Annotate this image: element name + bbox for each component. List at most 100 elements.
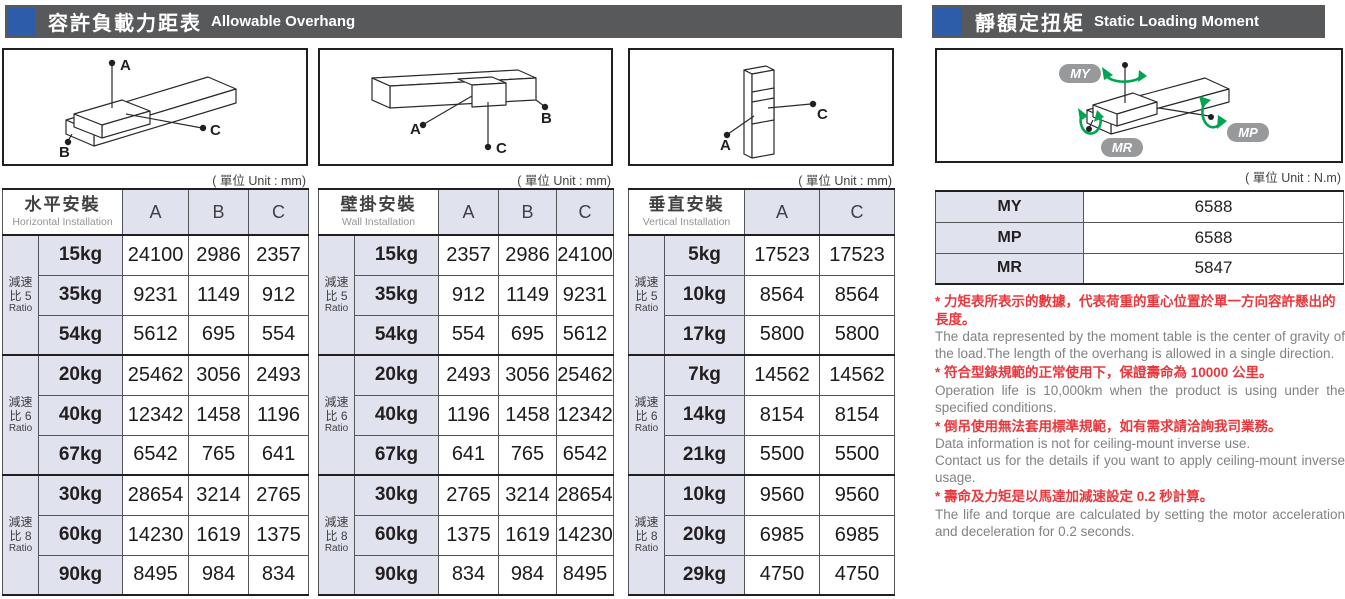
value-cell: 24100 — [556, 234, 614, 276]
value-cell: 6542 — [556, 434, 614, 476]
ratio-cell: 減速比 6 Ratio — [2, 354, 39, 476]
moment-isometric-drawing: MY MP MR — [1059, 62, 1269, 157]
value-cell: 984 — [498, 554, 557, 596]
value-cell: 5800 — [744, 314, 820, 356]
note-zh: * 力矩表所表示的數據，代表荷重的重心位置於單一方向容許懸出的長度。 — [935, 294, 1336, 327]
note-en: The data represented by the moment table… — [935, 329, 1345, 362]
value-cell: 5612 — [122, 314, 190, 356]
value-cell: 17523 — [819, 234, 895, 276]
header-accent-square — [7, 7, 35, 36]
value-cell: 1196 — [248, 394, 310, 436]
value-cell: 8495 — [556, 554, 614, 596]
overhang-table-vertical: 垂直安裝 Vertical Installation A C 減速比 5 Ratio 5kg… — [628, 188, 895, 596]
note-zh: * 倒吊使用無法套用標準規範，如有需求請洽詢我司業務。 — [935, 418, 1282, 434]
rotation-arrowhead-icon — [1078, 67, 1227, 129]
value-cell: 24100 — [122, 234, 190, 276]
value-cell: 9231 — [556, 274, 614, 316]
notes: * 力矩表所表示的數據，代表荷重的重心位置於單一方向容許懸出的長度。 The da… — [935, 291, 1345, 540]
value-cell: 1149 — [498, 274, 557, 316]
load-cell: 10kg — [664, 474, 745, 516]
value-cell: 912 — [438, 274, 499, 316]
value-cell: 2357 — [248, 234, 310, 276]
column-header-c: C — [819, 188, 895, 236]
left-title-en: Allowable Overhang — [211, 13, 356, 30]
load-cell: 54kg — [37, 314, 124, 356]
ratio-cell: 減速比 6 Ratio — [318, 354, 355, 476]
value-cell: 3056 — [188, 354, 250, 396]
overhang-table-wall: 壁掛安裝 Wall Installation A B C 減速比 5 Ratio 15kg 23… — [318, 188, 614, 596]
mr-pill-label: MR — [1112, 140, 1133, 155]
static-loading-moment-header: 靜額定扭矩 Static Loading Moment — [932, 5, 1325, 38]
load-cell: 90kg — [37, 554, 124, 596]
rail-isometric-drawing: A B C — [371, 69, 552, 157]
value-cell: 554 — [248, 314, 310, 356]
value-cell: 1196 — [438, 394, 499, 436]
value-cell: 1619 — [498, 514, 557, 556]
installation-header: 垂直安裝 Vertical Installation — [628, 188, 745, 236]
value-cell: 6985 — [819, 514, 895, 556]
load-cell: 60kg — [354, 514, 439, 556]
value-cell: 765 — [188, 434, 250, 476]
point-b-label: B — [541, 110, 552, 127]
note-zh: * 符合型錄規範的正常使用下，保證壽命為 10000 公里。 — [935, 365, 1273, 381]
value-cell: 641 — [438, 434, 499, 476]
point-a-label: A — [410, 121, 421, 138]
right-title-zh: 靜額定扭矩 — [975, 13, 1085, 35]
load-cell: 35kg — [354, 274, 439, 316]
moment-value: 6588 — [1083, 221, 1344, 254]
rail-isometric-drawing: A C — [720, 65, 828, 159]
installation-name-en: Vertical Installation — [642, 216, 731, 229]
value-cell: 1375 — [438, 514, 499, 556]
mp-pill-label: MP — [1238, 125, 1258, 140]
moment-diagram: MY MP MR — [935, 48, 1343, 163]
load-cell: 17kg — [664, 314, 745, 356]
value-cell: 2493 — [248, 354, 310, 396]
value-cell: 25462 — [122, 354, 190, 396]
load-cell: 20kg — [37, 354, 124, 396]
load-cell: 67kg — [354, 434, 439, 476]
value-cell: 8564 — [819, 274, 895, 316]
note-en: Data information is not for ceiling-moun… — [935, 436, 1251, 452]
point-c-label: C — [496, 140, 507, 157]
value-cell: 5612 — [556, 314, 614, 356]
moment-label: MY — [935, 190, 1084, 223]
load-cell: 7kg — [664, 354, 745, 396]
horizontal-installation-diagram: A B C — [2, 48, 308, 166]
moment-table: MY 6588 MP 6588 MR 5847 — [935, 190, 1344, 285]
value-cell: 695 — [498, 314, 557, 356]
value-cell: 984 — [188, 554, 250, 596]
value-cell: 3214 — [498, 474, 557, 516]
value-cell: 4750 — [744, 554, 820, 596]
value-cell: 5800 — [819, 314, 895, 356]
value-cell: 2493 — [438, 354, 499, 396]
moment-label: MR — [935, 252, 1084, 285]
load-cell: 20kg — [354, 354, 439, 396]
value-cell: 2765 — [438, 474, 499, 516]
point-c-label: C — [210, 122, 221, 139]
value-cell: 5500 — [819, 434, 895, 476]
moment-table-wrap: MY 6588 MP 6588 MR 5847 — [935, 190, 1344, 285]
vertical-installation-diagram: A C — [628, 48, 894, 166]
value-cell: 6542 — [122, 434, 190, 476]
value-cell: 9560 — [819, 474, 895, 516]
note-zh: * 壽命及力矩是以馬達加減速設定 0.2 秒計算。 — [935, 489, 1214, 505]
installation-name-en: Horizontal Installation — [12, 216, 113, 229]
value-cell: 912 — [248, 274, 310, 316]
value-cell: 28654 — [122, 474, 190, 516]
static-moment-group: MY MP MR ( 單位 Unit : N.m) — [935, 48, 1343, 185]
value-cell: 17523 — [744, 234, 820, 276]
load-cell: 35kg — [37, 274, 124, 316]
ratio-cell: 減速比 8 Ratio — [318, 474, 355, 596]
point-a-label: A — [720, 137, 731, 154]
value-cell: 554 — [438, 314, 499, 356]
ratio-cell: 減速比 8 Ratio — [628, 474, 665, 596]
note-en: The life and torque are calculated by se… — [935, 506, 1345, 539]
load-cell: 90kg — [354, 554, 439, 596]
value-cell: 9231 — [122, 274, 190, 316]
allowable-overhang-header: 容許負載力距表 Allowable Overhang — [5, 5, 902, 38]
ratio-cell: 減速比 5 Ratio — [2, 234, 39, 356]
load-cell: 15kg — [354, 234, 439, 276]
installation-name-zh: 水平安裝 — [24, 194, 101, 214]
rail-isometric-drawing: A B C — [59, 57, 237, 161]
value-cell: 2765 — [248, 474, 310, 516]
